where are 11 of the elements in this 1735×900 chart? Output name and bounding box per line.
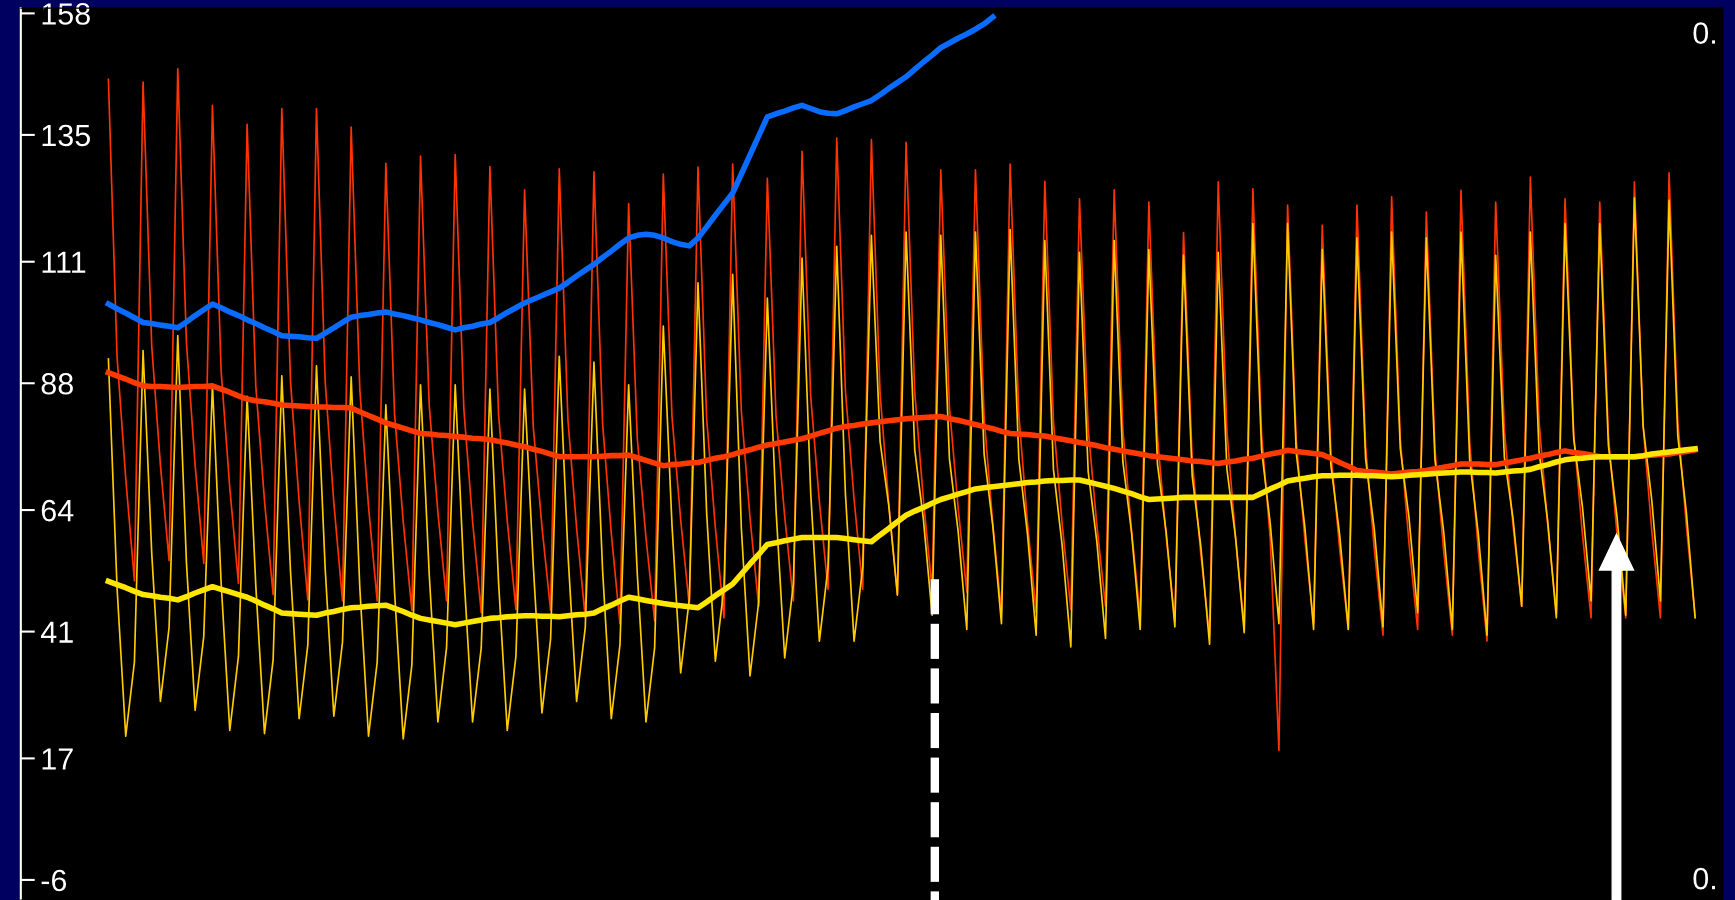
y-tick-label: -6	[41, 869, 67, 892]
y-tick-label: 158	[42, 3, 90, 25]
y-tick-label: 41	[40, 621, 73, 643]
y-tick-label: 111	[42, 251, 86, 273]
annotation: 0.	[1693, 22, 1715, 44]
line-series	[107, 196, 1696, 740]
y-tick-label: 17	[42, 748, 73, 770]
annotation: 0.	[1693, 867, 1715, 890]
y-tick-label: 135	[42, 124, 90, 147]
y-tick-label: 88	[41, 372, 73, 395]
y-tick-label: 64	[41, 499, 74, 522]
